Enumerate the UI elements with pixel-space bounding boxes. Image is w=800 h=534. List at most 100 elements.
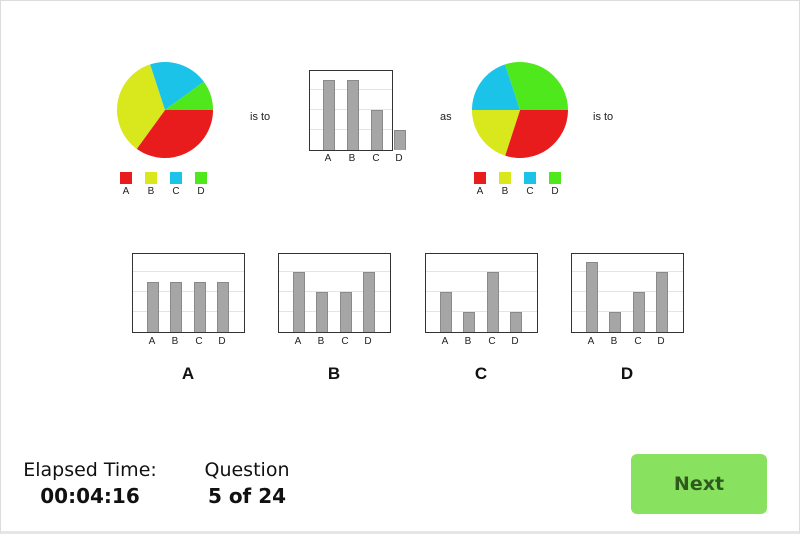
legend-label: B [501,186,509,197]
elapsed-time-label: Elapsed Time: [23,459,157,481]
legend-swatch [120,172,132,184]
bar-d [363,272,375,332]
legend-swatch [195,172,207,184]
x-tick-label: B [610,336,618,347]
legend-label: B [147,186,155,197]
bar-a [323,80,335,150]
bar-d [394,130,406,150]
x-tick-label: A [441,336,449,347]
prompt-pie-chart-2 [471,61,569,159]
x-tick-label: C [195,336,203,347]
option-d-x-axis: A B C D [571,336,684,350]
legend-swatch [170,172,182,184]
x-tick-label: B [317,336,325,347]
legend-swatch [145,172,157,184]
connector-is-to-1: is to [250,111,271,123]
connector-as: as [440,111,452,123]
bar-d [656,272,668,332]
option-d-chart[interactable] [571,253,684,333]
question-counter-value: 5 of 24 [207,484,287,508]
legend-swatch [499,172,511,184]
option-b-x-axis: A B C D [278,336,391,350]
legend-item-c: C [524,172,536,197]
x-tick-label: A [587,336,595,347]
prompt-bar-chart-x-axis: A B C D [309,153,403,167]
option-c-x-axis: A B C D [425,336,538,350]
legend-item-d: D [195,172,207,197]
bar-b [463,312,475,332]
x-tick-label: B [348,153,356,164]
bar-b [316,292,328,332]
bar-d [510,312,522,332]
x-tick-label: D [511,336,519,347]
gridline [426,271,537,272]
legend-item-a: A [120,172,132,197]
legend-swatch [549,172,561,184]
option-c-label[interactable]: C [474,364,488,383]
gridline [279,271,390,272]
pie-slice-d [505,61,569,110]
bar-a [147,282,159,332]
x-tick-label: A [324,153,332,164]
option-c-chart[interactable] [425,253,538,333]
x-tick-label: C [488,336,496,347]
bar-b [170,282,182,332]
gridline [279,311,390,312]
bar-a [293,272,305,332]
x-tick-label: D [395,153,403,164]
x-tick-label: D [218,336,226,347]
x-tick-label: A [148,336,156,347]
pie-slice-b [116,64,165,149]
legend-label: A [122,186,130,197]
elapsed-time-value: 00:04:16 [40,484,140,508]
next-button[interactable]: Next [631,454,767,514]
prompt-pie-chart-1 [116,61,214,159]
option-a-label[interactable]: A [181,364,195,383]
x-tick-label: C [341,336,349,347]
legend-swatch [524,172,536,184]
option-b-chart[interactable] [278,253,391,333]
gridline [572,271,683,272]
prompt-pie-1-legend: A B C D [120,172,207,197]
gridline [572,291,683,292]
bar-b [347,80,359,150]
option-a-chart[interactable] [132,253,245,333]
x-tick-label: B [464,336,472,347]
legend-item-b: B [499,172,511,197]
pie-slice-c [150,61,204,110]
gridline [133,271,244,272]
bar-a [440,292,452,332]
gridline [133,311,244,312]
pie-slice-c [471,64,520,110]
legend-label: D [197,186,205,197]
option-d-label[interactable]: D [620,364,634,383]
pie-slice-b [471,110,520,156]
connector-is-to-2: is to [593,111,614,123]
option-b-label[interactable]: B [327,364,341,383]
bar-d [217,282,229,332]
bar-c [371,110,383,150]
legend-label: C [172,186,180,197]
pie-slice-a [505,110,569,159]
bar-a [586,262,598,332]
gridline [572,311,683,312]
gridline [426,311,537,312]
x-tick-label: D [657,336,665,347]
prompt-pie-2-legend: A B C D [474,172,561,197]
legend-label: D [551,186,559,197]
pie-slice-d [165,81,214,110]
pie-slice-a [136,110,214,159]
bar-c [633,292,645,332]
gridline [279,291,390,292]
x-tick-label: B [171,336,179,347]
legend-item-b: B [145,172,157,197]
gridline [426,291,537,292]
legend-label: A [476,186,484,197]
bar-b [609,312,621,332]
bar-c [340,292,352,332]
legend-item-a: A [474,172,486,197]
legend-item-c: C [170,172,182,197]
legend-item-d: D [549,172,561,197]
x-tick-label: D [364,336,372,347]
legend-swatch [474,172,486,184]
